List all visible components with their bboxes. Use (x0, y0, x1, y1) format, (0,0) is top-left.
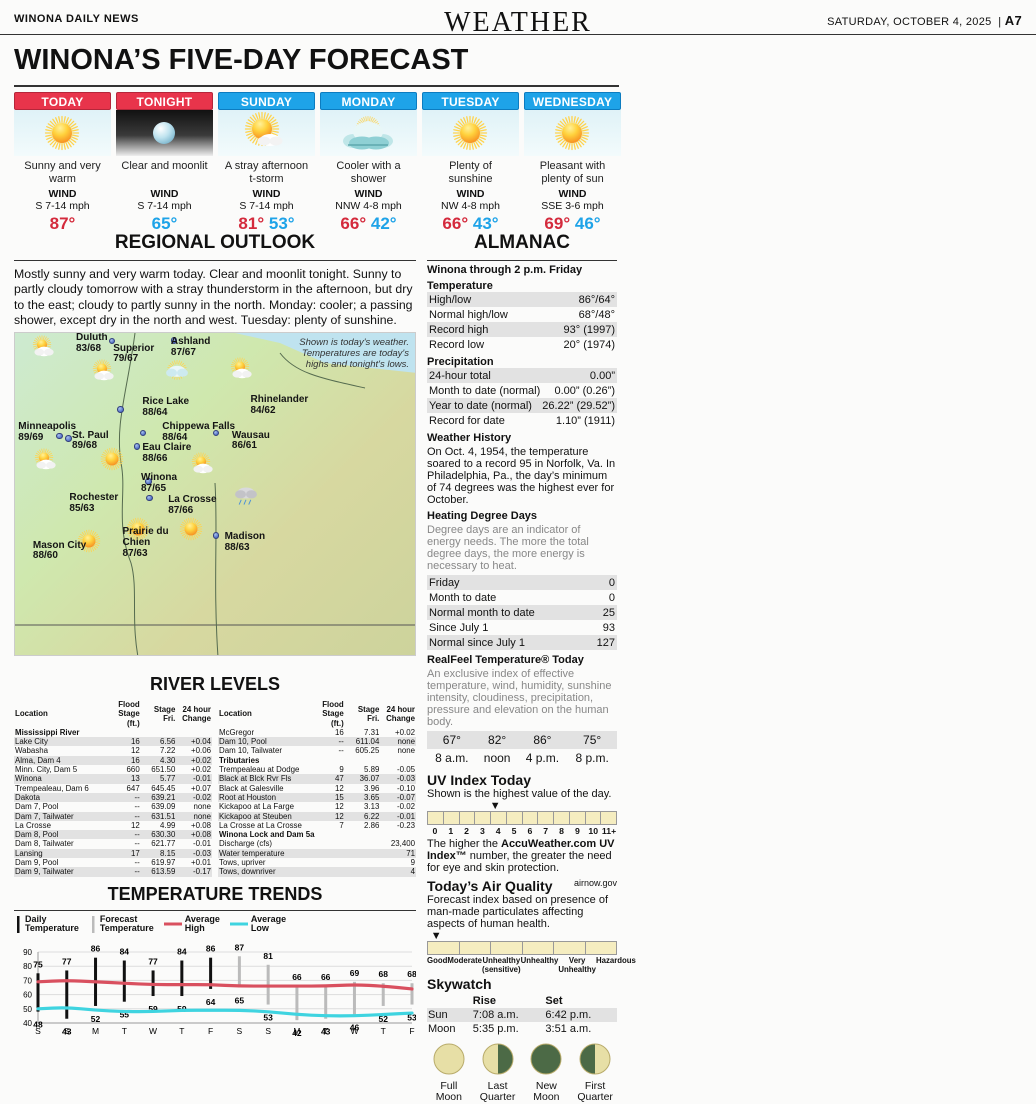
svg-text:90: 90 (23, 948, 32, 957)
svg-text:S: S (35, 1026, 41, 1036)
svg-text:81: 81 (263, 951, 273, 961)
svg-text:77: 77 (148, 956, 158, 966)
svg-text:86: 86 (91, 944, 101, 954)
svg-text:M: M (293, 1026, 300, 1036)
svg-text:75: 75 (33, 959, 43, 969)
svg-text:M: M (92, 1026, 99, 1036)
svg-text:W: W (350, 1026, 358, 1036)
svg-text:86: 86 (206, 944, 216, 954)
svg-text:S: S (64, 1026, 70, 1036)
svg-text:T: T (381, 1026, 386, 1036)
svg-text:T: T (122, 1026, 127, 1036)
svg-text:68: 68 (407, 969, 416, 979)
svg-text:50: 50 (23, 1005, 32, 1014)
svg-text:87: 87 (235, 942, 245, 952)
svg-text:66: 66 (292, 972, 302, 982)
svg-text:60: 60 (23, 991, 32, 1000)
svg-text:T: T (179, 1026, 184, 1036)
svg-text:68: 68 (378, 969, 388, 979)
svg-text:53: 53 (263, 1013, 273, 1023)
svg-text:W: W (149, 1026, 157, 1036)
svg-text:77: 77 (62, 956, 72, 966)
svg-text:84: 84 (120, 947, 130, 957)
svg-text:F: F (208, 1026, 213, 1036)
svg-text:66: 66 (321, 972, 331, 982)
svg-text:40: 40 (23, 1019, 32, 1028)
svg-text:52: 52 (91, 1014, 101, 1024)
svg-text:T: T (323, 1026, 328, 1036)
svg-text:S: S (237, 1026, 243, 1036)
svg-text:F: F (409, 1026, 414, 1036)
svg-text:S: S (265, 1026, 271, 1036)
svg-text:69: 69 (350, 968, 360, 978)
svg-text:70: 70 (23, 976, 32, 985)
svg-text:84: 84 (177, 947, 187, 957)
svg-text:65: 65 (235, 996, 245, 1006)
svg-text:64: 64 (206, 997, 216, 1007)
svg-text:80: 80 (23, 962, 32, 971)
